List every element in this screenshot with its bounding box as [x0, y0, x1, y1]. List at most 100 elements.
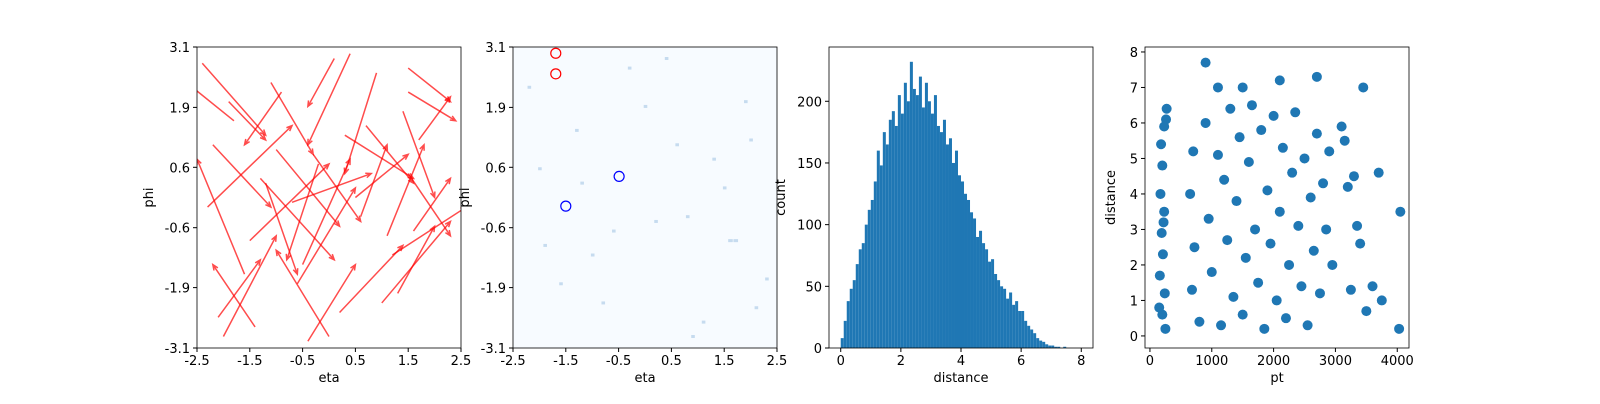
y-tick-label: 0.6 — [169, 161, 190, 176]
y-tick-label: 5 — [1130, 152, 1138, 167]
x-tick-label: -1.5 — [553, 354, 578, 369]
scatter-point — [1342, 181, 1353, 192]
y-tick-label: -0.6 — [165, 222, 190, 237]
arrow — [249, 162, 331, 242]
scatter-point — [1348, 171, 1359, 182]
axes-frame — [512, 46, 778, 349]
heatmap-cell — [580, 181, 584, 185]
histogram-bar — [1012, 304, 1016, 348]
x-tick-label: 0.5 — [345, 354, 366, 369]
marker-circle — [550, 47, 562, 59]
marker-circle — [550, 68, 562, 80]
histogram-bar — [864, 224, 868, 348]
histogram-bar — [1024, 320, 1028, 348]
x-tick-label: 2.5 — [451, 354, 472, 369]
scatter-point — [1339, 135, 1350, 146]
histogram-bar — [930, 113, 934, 348]
y-tick-label: 2 — [1130, 259, 1138, 274]
arrow — [201, 62, 267, 137]
y-tick-label: 0 — [814, 342, 822, 357]
x-tick-label: 3000 — [1319, 354, 1352, 369]
scatter-point — [1394, 323, 1405, 334]
scatter-point — [1358, 82, 1369, 93]
scatter-point — [1159, 121, 1170, 132]
x-tick-label: -2.5 — [184, 354, 209, 369]
arrow — [296, 186, 357, 285]
y-tick-label: 0.6 — [485, 161, 506, 176]
heatmap-cell — [722, 186, 727, 190]
scatter-point — [1324, 146, 1335, 157]
histogram-bar — [900, 113, 904, 348]
scatter-point — [1336, 121, 1347, 132]
scatter-point — [1268, 110, 1279, 121]
scatter-point — [1287, 167, 1298, 178]
scatter-point — [1189, 242, 1200, 253]
arrow — [207, 124, 294, 208]
y-tick-label: 3 — [1130, 223, 1138, 238]
y-tick-label: 3.1 — [169, 41, 190, 56]
scatter-point — [1234, 132, 1245, 143]
heatmap-cell — [701, 320, 706, 324]
histogram-bar — [903, 82, 907, 348]
histogram-bar — [927, 101, 931, 348]
x-axis-label: eta — [318, 371, 339, 386]
histogram-bar — [936, 125, 940, 348]
histogram-bar — [1063, 346, 1067, 348]
x-tick-label: -0.5 — [290, 354, 315, 369]
heatmap-cell — [733, 239, 739, 243]
x-axis-label: pt — [1270, 371, 1283, 386]
arrow — [396, 224, 436, 294]
histogram-bar — [906, 101, 910, 348]
heatmap-cell — [675, 143, 679, 147]
histogram-bar — [970, 212, 974, 348]
histogram-bar — [1000, 286, 1004, 348]
y-tick-label: 3.1 — [485, 41, 506, 56]
x-tick-label: 0 — [837, 354, 845, 369]
heatmap-cell — [712, 157, 716, 161]
arrow — [243, 91, 283, 147]
arrow — [343, 72, 378, 176]
scatter-point — [1280, 313, 1291, 324]
histogram-bar — [1045, 344, 1049, 348]
histogram-bar — [985, 249, 989, 348]
arrow — [412, 176, 452, 232]
heatmap-cell — [627, 66, 632, 70]
arrow — [407, 173, 452, 238]
histogram-bar — [879, 165, 883, 348]
scatter-point — [1206, 267, 1217, 278]
histogram-bar — [951, 162, 955, 348]
scatter-point — [1311, 128, 1322, 139]
scatter-point — [1157, 249, 1168, 260]
y-tick-label: 8 — [1130, 46, 1138, 61]
heatmap-cell — [590, 253, 595, 257]
scatter-point — [1161, 103, 1172, 114]
histogram-bar — [921, 107, 925, 348]
histogram-bar — [942, 119, 946, 348]
y-tick-label: 200 — [797, 95, 822, 110]
x-tick-label: -2.5 — [500, 354, 525, 369]
arrow — [222, 234, 278, 337]
scatter-point — [1321, 224, 1332, 235]
heatmap-cell — [538, 167, 542, 171]
scatter-point — [1188, 146, 1199, 157]
y-tick-label: -3.1 — [481, 342, 506, 357]
scatter-point — [1156, 227, 1167, 238]
histogram-bar — [858, 249, 862, 348]
y-tick-label: -0.6 — [481, 222, 506, 237]
arrow — [197, 158, 246, 275]
arrow — [307, 53, 351, 147]
histogram-bar — [888, 119, 892, 348]
histogram-bar — [957, 175, 961, 348]
scatter-point — [1256, 125, 1267, 136]
scatter-point — [1231, 196, 1242, 207]
arrow — [354, 153, 410, 199]
heatmap-cell — [754, 306, 759, 310]
heatmap-cell — [765, 277, 769, 281]
x-tick-label: -0.5 — [606, 354, 631, 369]
histogram-bar — [894, 125, 898, 348]
scatter-point — [1216, 320, 1227, 331]
histogram-bar — [873, 181, 877, 348]
plot-area — [840, 61, 1067, 348]
histogram-bar — [1015, 301, 1019, 348]
scatter-point — [1376, 295, 1387, 306]
